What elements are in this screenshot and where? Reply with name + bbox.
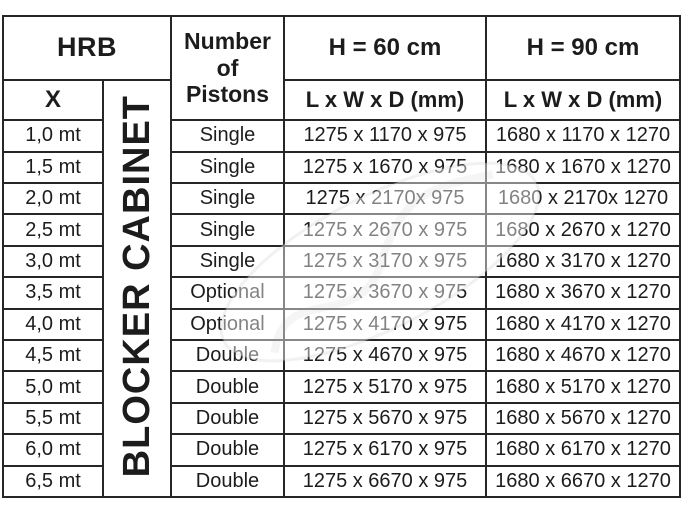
table-row: 2,0 mt Single 1275 x 2170x 975 1680 x 21… [2,182,681,216]
row-pistons-cell: Double [170,464,285,499]
header-number-of-pistons: Number of Pistons [170,14,285,122]
row-h90-cell: 1680 x 1670 x 1270 [485,150,681,185]
header-row-2: X BLOCKER CABINET L x W x D (mm) L x W x… [2,78,681,499]
row-h90-cell: 1680 x 6670 x 1270 [485,464,681,499]
table-row: 4,5 mt Double 1275 x 4670 x 975 1680 x 4… [2,339,681,373]
header-x: X [2,78,104,122]
row-x-cell: 2,5 mt [2,213,104,247]
row-h60-cell: 1275 x 3670 x 975 [283,276,487,310]
row-h60-cell: 1275 x 4170 x 975 [283,307,487,342]
row-pistons-cell: Single [170,119,285,153]
row-pistons-cell: Single [170,244,285,279]
row-h60-cell: 1275 x 6170 x 975 [283,433,487,467]
row-x-cell: 1,0 mt [2,119,104,153]
row-pistons-cell: Double [170,433,285,467]
row-pistons-cell: Single [170,213,285,247]
row-pistons-cell: Optional [170,307,285,342]
table-row: 4,0 mt Optional 1275 x 4170 x 975 1680 x… [2,307,681,342]
table-row: 6,5 mt Double 1275 x 6670 x 975 1680 x 6… [2,464,681,499]
row-h90-cell: 1680 x 3670 x 1270 [485,276,681,310]
header-dims-h60: L x W x D (mm) [283,78,487,122]
row-h90-cell: 1680 x 5170 x 1270 [485,370,681,404]
row-h60-cell: 1275 x 3170 x 975 [283,244,487,279]
table-row: 5,0 mt Double 1275 x 5170 x 975 1680 x 5… [2,370,681,404]
row-x-cell: 4,5 mt [2,339,104,373]
row-h90-cell: 1680 x 6170 x 1270 [485,433,681,467]
row-pistons-cell: Single [170,150,285,185]
table-row: 6,0 mt Double 1275 x 6170 x 975 1680 x 6… [2,433,681,467]
row-h90-cell: 1680 x 1170 x 1270 [485,119,681,153]
spec-table: HRB Number of Pistons H = 60 cm H = 90 c… [2,14,681,499]
header-number-of-pistons-label: Number of Pistons [184,28,271,108]
row-x-cell: 2,0 mt [2,182,104,216]
row-pistons-cell: Single [170,182,285,216]
row-x-cell: 3,5 mt [2,276,104,310]
row-h60-cell: 1275 x 2670 x 975 [283,213,487,247]
row-x-cell: 6,0 mt [2,433,104,467]
table-row: 2,5 mt Single 1275 x 2670 x 975 1680 x 2… [2,213,681,247]
table-row: 1,5 mt Single 1275 x 1670 x 975 1680 x 1… [2,150,681,185]
row-pistons-cell: Optional [170,276,285,310]
vertical-label-cell: BLOCKER CABINET [102,78,172,499]
row-pistons-cell: Double [170,401,285,436]
row-pistons-cell: Double [170,370,285,404]
table-row: 1,0 mt Single 1275 x 1170 x 975 1680 x 1… [2,119,681,153]
row-x-cell: 3,0 mt [2,244,104,279]
row-h90-cell: 1680 x 2670 x 1270 [485,213,681,247]
table-row: 3,5 mt Optional 1275 x 3670 x 975 1680 x… [2,276,681,310]
row-x-cell: 5,0 mt [2,370,104,404]
row-x-cell: 1,5 mt [2,150,104,185]
header-hrb: HRB [2,15,172,81]
row-h90-cell: 1680 x 5670 x 1270 [485,401,681,436]
row-pistons-cell: Double [170,339,285,373]
header-row-1: HRB Number of Pistons H = 60 cm H = 90 c… [2,14,681,122]
row-x-cell: 6,5 mt [2,464,104,499]
row-h60-cell: 1275 x 2170x 975 [283,182,487,216]
row-h90-cell: 1680 x 2170x 1270 [485,182,681,216]
header-dims-h90: L x W x D (mm) [485,78,681,122]
header-h60: H = 60 cm [283,15,487,81]
header-h90: H = 90 cm [485,15,681,81]
row-x-cell: 5,5 mt [2,401,104,436]
row-h90-cell: 1680 x 4670 x 1270 [485,339,681,373]
row-h60-cell: 1275 x 6670 x 975 [283,464,487,499]
table-row: 5,5 mt Double 1275 x 5670 x 975 1680 x 5… [2,401,681,436]
row-h60-cell: 1275 x 5670 x 975 [283,401,487,436]
row-h90-cell: 1680 x 3170 x 1270 [485,244,681,279]
row-h90-cell: 1680 x 4170 x 1270 [485,307,681,342]
row-h60-cell: 1275 x 4670 x 975 [283,339,487,373]
row-h60-cell: 1275 x 5170 x 975 [283,370,487,404]
blocker-cabinet-label: BLOCKER CABINET [115,94,158,478]
row-h60-cell: 1275 x 1170 x 975 [283,119,487,153]
row-x-cell: 4,0 mt [2,307,104,342]
row-h60-cell: 1275 x 1670 x 975 [283,150,487,185]
table-row: 3,0 mt Single 1275 x 3170 x 975 1680 x 3… [2,244,681,279]
